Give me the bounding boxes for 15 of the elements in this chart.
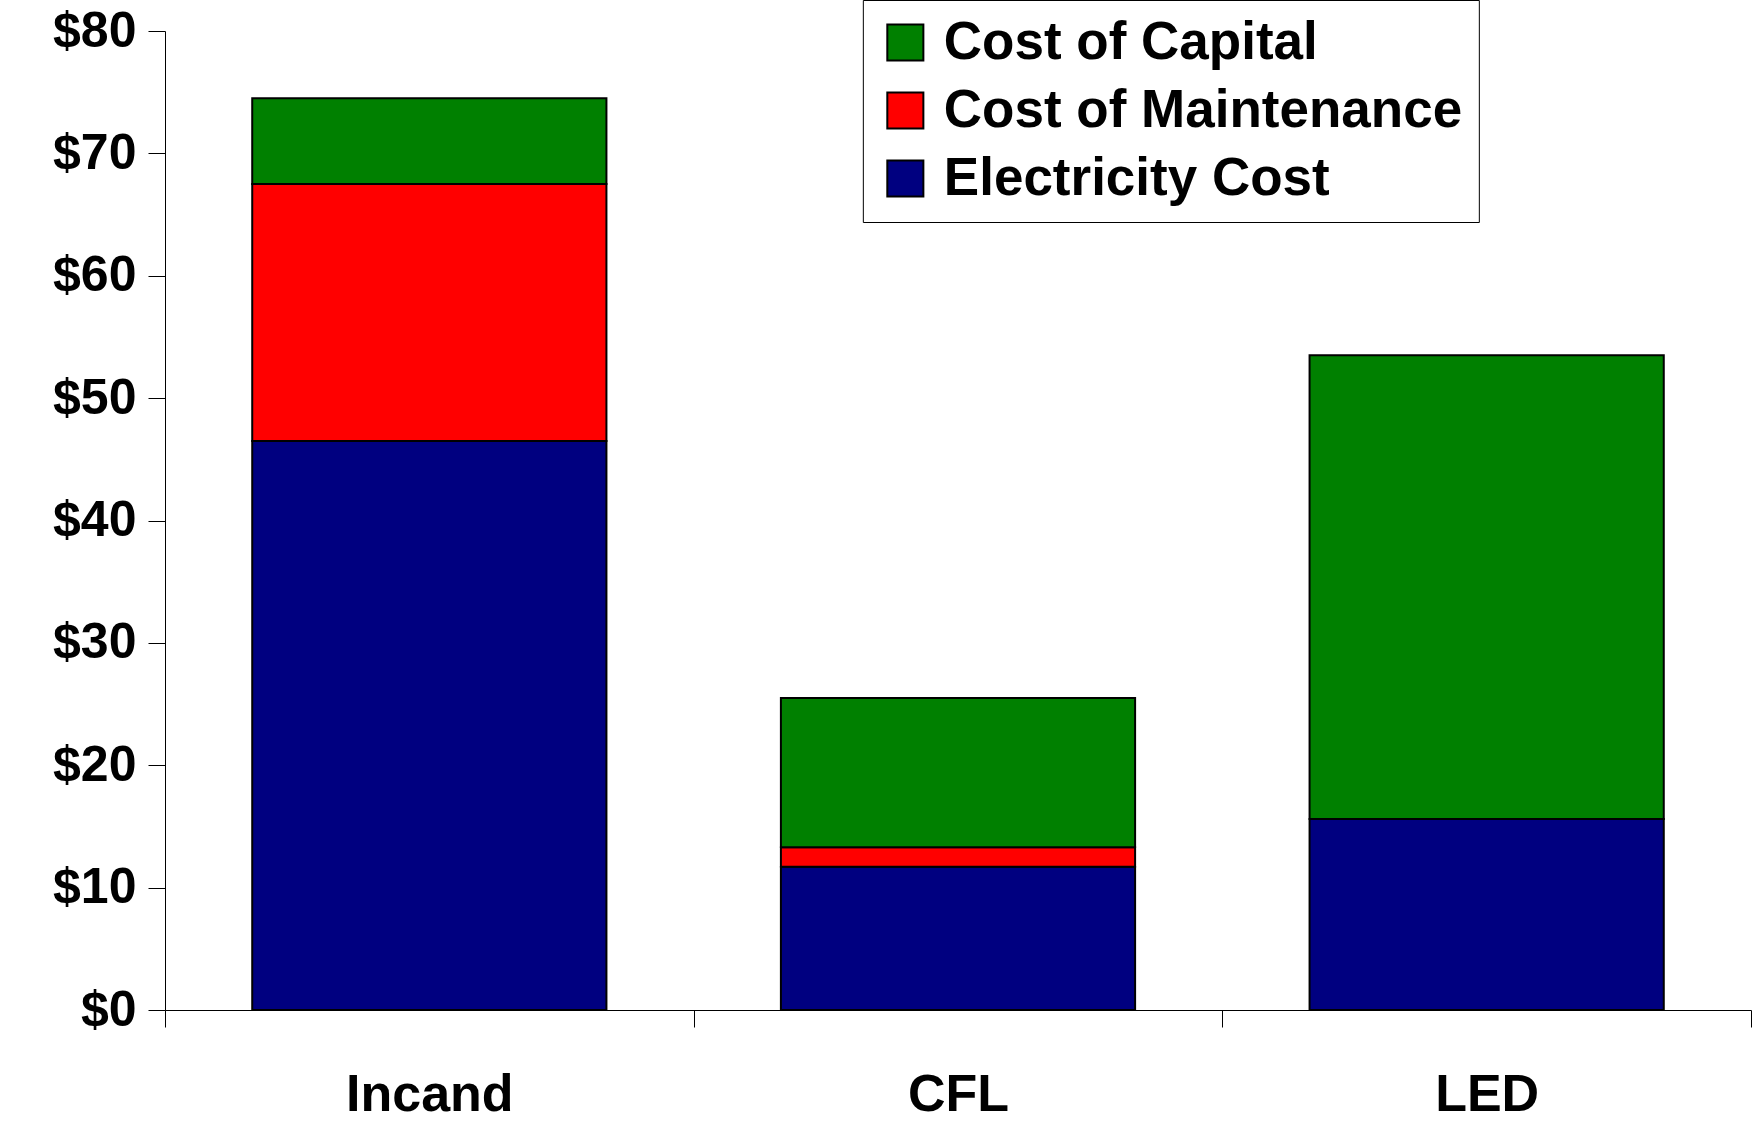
y-tick-label: $50	[53, 368, 137, 425]
x-tick-label: CFL	[907, 1063, 1010, 1122]
y-tick-label: $30	[53, 613, 137, 670]
x-tick-label: LED	[1435, 1063, 1540, 1122]
y-tick-label: $70	[53, 123, 137, 180]
y-tick-label: $10	[53, 858, 137, 915]
y-tick-label: $40	[53, 491, 137, 547]
y-tick-label: $80	[53, 1, 137, 58]
y-tick-label: $0	[80, 980, 137, 1037]
x-tick-label: Incand	[346, 1063, 514, 1122]
legend-label: Cost of Maintenance	[943, 78, 1463, 138]
y-tick-label: $20	[53, 735, 137, 792]
legend-label: Electricity Cost	[943, 146, 1330, 206]
y-tick-label: $60	[53, 246, 137, 303]
legend-label: Cost of Capital	[943, 10, 1318, 70]
